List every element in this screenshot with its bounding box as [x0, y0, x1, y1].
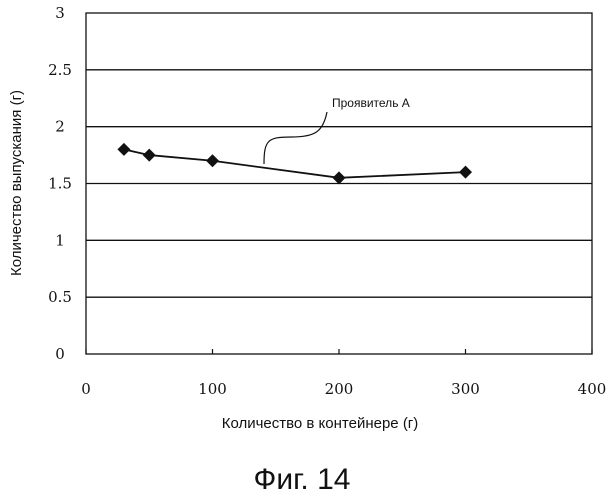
x-tick-label: 200	[325, 380, 354, 398]
y-tick-label: 1	[55, 231, 65, 249]
series-label-leader	[264, 112, 327, 164]
y-tick-labels: 0 0.5 1 1.5 2 2.5 3	[48, 4, 72, 363]
data-point-marker	[333, 171, 346, 184]
x-tick-label: 0	[81, 380, 91, 398]
y-tick-label: 0.5	[48, 288, 72, 306]
y-tick-label: 1.5	[48, 175, 72, 193]
data-point-marker	[117, 143, 130, 156]
y-tick-label: 3	[55, 4, 65, 22]
x-tick-label: 400	[578, 380, 607, 398]
series-line	[124, 149, 466, 177]
data-point-marker	[143, 149, 156, 162]
y-tick-label: 2.5	[48, 61, 72, 79]
x-axis-title: Количество в контейнере (г)	[222, 415, 419, 432]
series-layer	[117, 143, 472, 184]
data-point-marker	[206, 154, 219, 167]
x-tick-label: 300	[451, 380, 480, 398]
y-axis-title: Количество выпускания (г)	[8, 90, 25, 276]
figure-caption: Фиг. 14	[254, 463, 351, 496]
y-tick-label: 0	[55, 345, 65, 363]
data-point-marker	[459, 166, 472, 179]
y-tick-label: 2	[55, 118, 65, 136]
x-tick-label: 100	[198, 380, 227, 398]
series-label: Проявитель А	[332, 96, 410, 110]
x-tick-labels: 0 100 200 300 400	[81, 349, 606, 398]
